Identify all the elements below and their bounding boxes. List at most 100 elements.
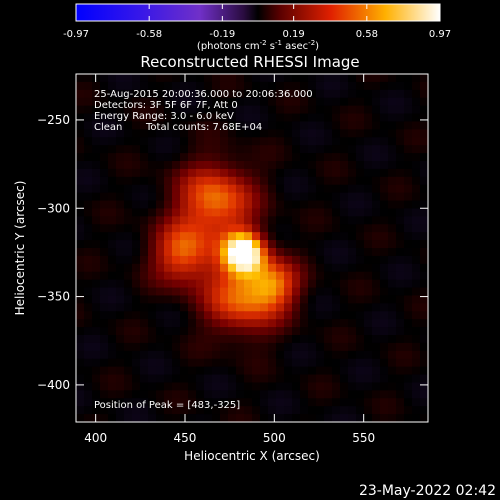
heatmap-cell [364,303,373,312]
heatmap-cell [220,390,229,399]
heatmap-cell [156,200,165,210]
heatmap-cell [204,311,213,320]
heatmap-cell [356,390,365,399]
heatmap-cell [276,145,285,154]
heatmap-cell [76,224,85,233]
info-energy-range: Energy Range: 3.0 - 6.0 keV [94,111,234,122]
heatmap-cell [420,263,429,273]
heatmap-cell [284,200,293,210]
heatmap-cell [252,184,261,194]
heatmap-cell [188,335,197,344]
heatmap-cell [164,374,173,384]
heatmap-cell [156,232,165,241]
heatmap-cell [332,342,341,352]
heatmap-cell [244,287,253,297]
heatmap-cell [252,105,261,115]
heatmap-cell [404,406,413,415]
heatmap-cell [316,303,325,312]
heatmap-cell [364,232,373,241]
heatmap-cell [356,319,365,328]
heatmap-cell [300,382,309,391]
heatmap-cell [220,137,229,146]
heatmap-cell [148,398,157,407]
heatmap-cell [292,255,301,265]
heatmap-cell [316,374,325,384]
heatmap-cell [252,81,261,91]
heatmap-cell [268,192,277,202]
heatmap-cell [164,168,173,178]
heatmap-cell [140,303,149,312]
heatmap-cell [300,406,309,415]
heatmap-cell [356,137,365,146]
heatmap-cell [244,366,253,376]
heatmap-cell [324,327,333,336]
heatmap-cell [204,303,213,312]
heatmap-cell [252,168,261,178]
heatmap-cell [180,145,189,154]
heatmap-cell [84,374,93,384]
heatmap-cell [260,350,269,360]
heatmap-cell [348,184,357,194]
heatmap-cell [244,192,253,202]
heatmap-cell [380,168,389,178]
heatmap-cell [388,176,397,186]
heatmap-cell [140,121,149,130]
heatmap-cell [340,248,349,257]
heatmap-cell [300,311,309,320]
heatmap-cell [236,232,245,241]
heatmap-cell [228,303,237,312]
heatmap-cell [260,406,269,415]
heatmap-cell [332,192,341,202]
heatmap-cell [380,153,389,162]
heatmap-cell [92,74,101,83]
heatmap-cell [244,350,253,360]
heatmap-cell [172,184,181,194]
heatmap-cell [292,105,301,115]
heatmap-cell [404,335,413,344]
heatmap-cell [156,113,165,123]
heatmap-cell [348,97,357,107]
heatmap-cell [316,271,325,281]
heatmap-cell [308,366,317,376]
heatmap-cell [308,89,317,99]
heatmap-cell [404,153,413,162]
heatmap-cell [92,311,101,320]
heatmap-cell [396,327,405,336]
heatmap-cell [140,184,149,194]
heatmap-cell [260,176,269,186]
heatmap-cell [364,335,373,344]
heatmap-cell [396,153,405,162]
heatmap-cell [284,248,293,257]
heatmap-cell [236,311,245,320]
heatmap-cell [196,129,205,138]
heatmap-cell [260,145,269,154]
heatmap-cell [420,382,429,391]
heatmap-cell [132,287,141,297]
heatmap-cell [420,335,429,344]
heatmap-cell [340,153,349,162]
heatmap-cell [268,382,277,391]
heatmap-cell [364,200,373,210]
heatmap-cell [372,153,381,162]
heatmap-cell [188,208,197,217]
heatmap-cell [172,248,181,257]
heatmap-cell [76,153,85,162]
heatmap-cell [396,295,405,304]
heatmap-cell [164,161,173,170]
heatmap-cell [220,335,229,344]
heatmap-cell [380,176,389,186]
heatmap-cell [316,382,325,391]
heatmap-cell [324,208,333,217]
heatmap-cell [300,374,309,384]
heatmap-cell [100,390,109,399]
heatmap-cell [172,240,181,249]
heatmap-cell [316,406,325,415]
heatmap-cell [404,311,413,320]
heatmap-cell [124,248,133,257]
heatmap-cell [148,121,157,130]
heatmap-cell [156,97,165,107]
heatmap-cell [148,113,157,123]
heatmap-cell [356,311,365,320]
heatmap-cell [316,358,325,368]
heatmap-cell [300,271,309,281]
